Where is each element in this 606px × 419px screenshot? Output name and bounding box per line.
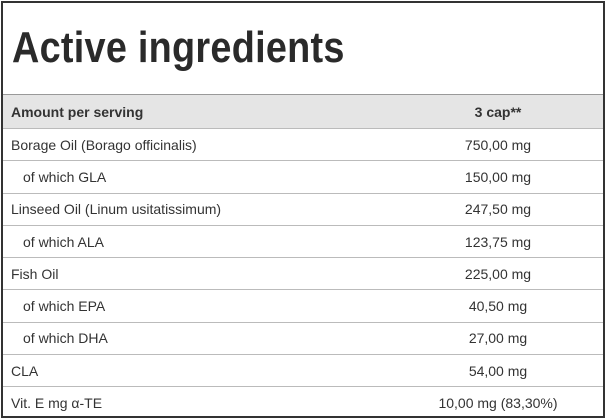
header-row: Amount per serving 3 cap** xyxy=(3,94,603,129)
amount: 27,00 mg xyxy=(393,321,603,355)
row: of which GLA 150,00 mg xyxy=(3,160,603,194)
amount: 225,00 mg xyxy=(393,257,603,290)
ingredient: of which GLA xyxy=(3,160,393,194)
row: Borage Oil (Borago officinalis) 750,00 mg xyxy=(3,127,603,161)
ingredient: Linseed Oil (Linum usitatissimum) xyxy=(3,192,393,226)
ingredient: of which EPA xyxy=(3,289,393,323)
ingredient: Vit. E mg α-TE xyxy=(3,386,393,419)
row: CLA 54,00 mg xyxy=(3,354,603,387)
ingredient: Fish Oil xyxy=(3,257,393,290)
header-cell: Amount per serving xyxy=(3,94,393,129)
amount: 40,50 mg xyxy=(393,289,603,323)
amount: 54,00 mg xyxy=(393,354,603,387)
row: Linseed Oil (Linum usitatissimum) 247,50 … xyxy=(3,192,603,226)
row: of which DHA 27,00 mg xyxy=(3,321,603,355)
amount: 750,00 mg xyxy=(393,127,603,161)
ingredient: Borage Oil (Borago officinalis) xyxy=(3,127,393,161)
row: of which ALA 123,75 mg xyxy=(3,224,603,258)
row: Vit. E mg α-TE 10,00 mg (83,30%) xyxy=(3,386,603,419)
row: Fish Oil 225,00 mg xyxy=(3,257,603,290)
header-cell: 3 cap** xyxy=(393,94,603,129)
ingredient: of which DHA xyxy=(3,321,393,355)
amount: 150,00 mg xyxy=(393,160,603,194)
row: of which EPA 40,50 mg xyxy=(3,289,603,323)
amount: 247,50 mg xyxy=(393,192,603,226)
title: Active ingredients xyxy=(12,23,345,72)
amount: 123,75 mg xyxy=(393,224,603,258)
ingredient: of which ALA xyxy=(3,224,393,258)
ingredients-table: Amount per serving 3 cap** Borage Oil (B… xyxy=(3,94,603,419)
ingredient: CLA xyxy=(3,354,393,387)
amount: 10,00 mg (83,30%) xyxy=(393,386,603,419)
